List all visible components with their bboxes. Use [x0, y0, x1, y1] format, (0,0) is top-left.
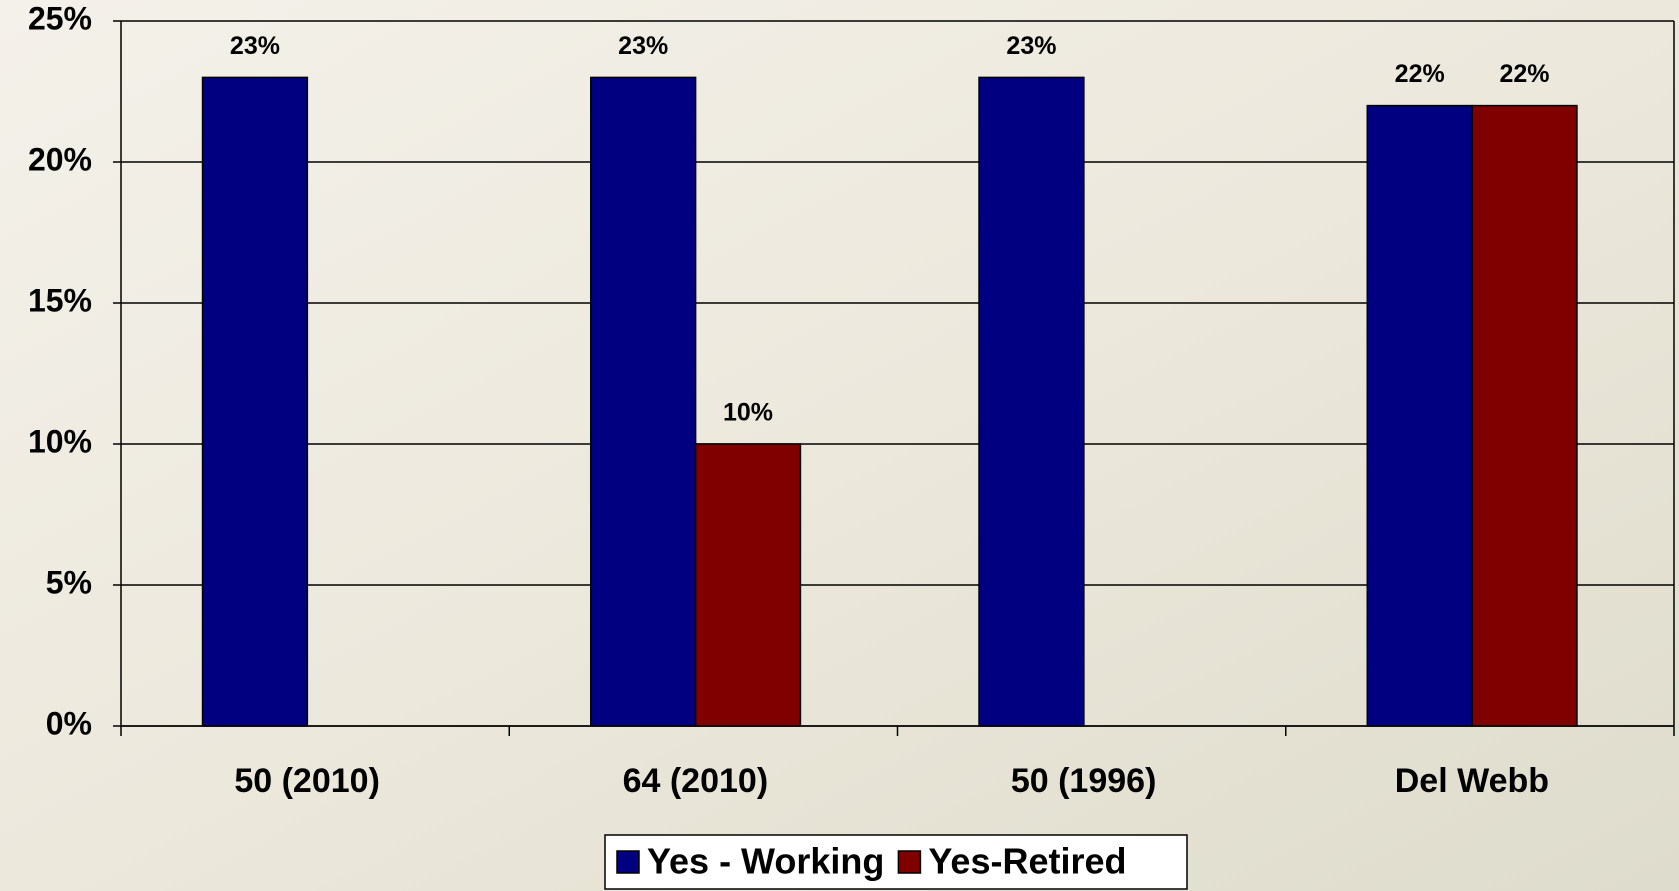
bar	[201, 76, 309, 727]
bar	[978, 76, 1085, 727]
value-label: 23%	[230, 32, 280, 60]
y-tick-label: 10%	[28, 423, 92, 459]
legend-swatch	[616, 850, 640, 874]
y-tick-label: 25%	[28, 0, 92, 36]
x-tick-label: 50 (1996)	[1011, 762, 1157, 800]
y-tick-label: 20%	[28, 141, 92, 177]
bar	[1366, 104, 1473, 727]
value-label: 10%	[723, 399, 773, 427]
bar	[590, 76, 697, 727]
legend-box	[604, 834, 1188, 890]
x-tick-label: 64 (2010)	[623, 762, 769, 800]
bar	[1471, 104, 1578, 727]
value-label: 23%	[618, 32, 668, 60]
x-tick-label: 50 (2010)	[234, 762, 380, 800]
value-label: 22%	[1395, 60, 1445, 88]
value-label: 22%	[1500, 60, 1550, 88]
value-label: 23%	[1006, 32, 1056, 60]
y-tick-label: 0%	[46, 705, 92, 741]
y-tick-label: 5%	[46, 564, 92, 600]
legend-label: Yes-Retired	[928, 841, 1126, 882]
y-tick-label: 15%	[28, 282, 92, 318]
x-tick-label: Del Webb	[1395, 762, 1549, 800]
legend-label: Yes - Working	[647, 841, 884, 882]
legend-swatch	[897, 850, 922, 874]
bar	[694, 443, 802, 727]
